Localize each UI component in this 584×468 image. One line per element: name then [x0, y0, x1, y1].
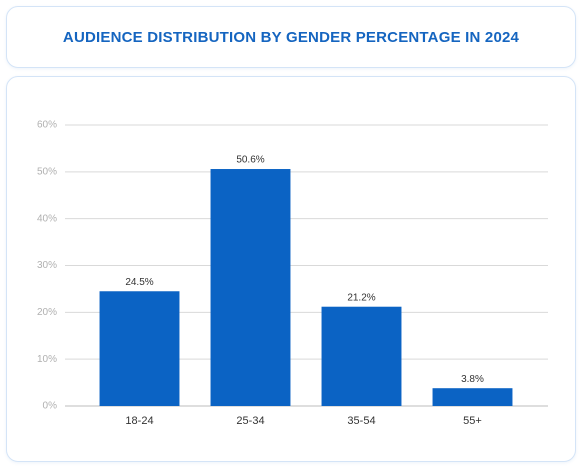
chart-title: AUDIENCE DISTRIBUTION BY GENDER PERCENTA… — [62, 28, 520, 46]
y-tick-label: 30% — [37, 260, 57, 271]
bar — [321, 306, 402, 406]
x-tick-label: 35-54 — [347, 415, 375, 427]
x-tick-label: 55+ — [463, 415, 482, 427]
y-tick-label: 0% — [43, 401, 58, 412]
y-tick-label: 50% — [37, 166, 57, 177]
y-tick-label: 10% — [37, 354, 57, 365]
y-tick-label: 40% — [37, 213, 57, 224]
bar — [210, 169, 291, 406]
value-label: 50.6% — [236, 155, 264, 166]
bar — [99, 291, 180, 406]
value-label: 24.5% — [125, 277, 153, 288]
x-tick-label: 18-24 — [125, 415, 153, 427]
value-label: 3.8% — [461, 374, 484, 385]
x-tick-label: 25-34 — [236, 415, 264, 427]
y-tick-label: 20% — [37, 307, 57, 318]
value-label: 21.2% — [347, 292, 375, 303]
y-tick-label: 60% — [37, 120, 57, 131]
title-card: AUDIENCE DISTRIBUTION BY GENDER PERCENTA… — [6, 6, 576, 68]
bar — [432, 388, 513, 406]
